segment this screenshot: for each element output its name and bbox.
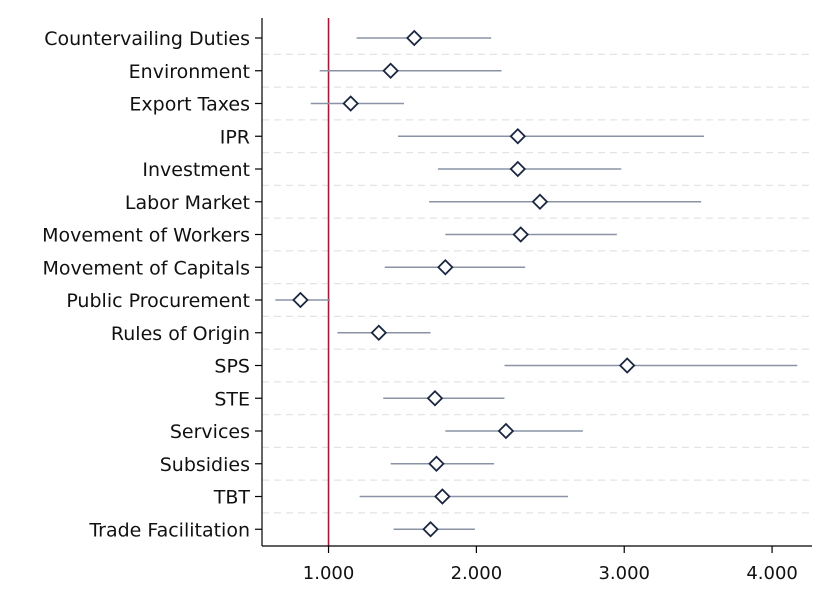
category-label: Environment — [129, 61, 250, 83]
category-label: Public Procurement — [66, 290, 250, 312]
estimate-marker — [406, 29, 423, 47]
grid-lines — [262, 53, 812, 514]
x-tick-label: 2.000 — [451, 563, 503, 584]
category-label: Labor Market — [125, 192, 250, 214]
estimate-marker — [434, 488, 451, 505]
estimate-marker — [531, 193, 549, 211]
category-label: Export Taxes — [129, 94, 250, 116]
point-estimates — [292, 29, 636, 538]
x-tick-label: 3.000 — [598, 563, 650, 584]
category-label: STE — [214, 388, 250, 410]
estimate-marker — [426, 389, 444, 407]
category-label: Movement of Workers — [42, 225, 250, 247]
category-label: Movement of Capitals — [42, 257, 250, 279]
confidence-intervals — [275, 37, 798, 531]
estimate-marker — [292, 291, 309, 309]
estimate-marker — [512, 226, 530, 243]
category-label: IPR — [220, 126, 250, 148]
estimate-marker — [428, 455, 445, 473]
x-tick-labels: 1.000 2.000 3.000 4.000 — [303, 563, 798, 584]
estimate-marker — [509, 127, 527, 145]
estimate-marker — [497, 422, 515, 440]
category-label: Subsidies — [160, 454, 250, 476]
estimate-marker — [509, 160, 527, 178]
category-label: SPS — [214, 356, 250, 378]
estimate-marker — [342, 95, 359, 112]
category-label: Rules of Origin — [111, 323, 250, 345]
y-axis-ticks — [255, 37, 262, 530]
x-axis-ticks — [327, 546, 773, 553]
x-tick-label: 4.000 — [746, 563, 798, 584]
category-label: Investment — [142, 159, 250, 181]
estimate-marker — [370, 324, 388, 342]
category-label: Trade Facilitation — [88, 519, 250, 541]
category-labels: Countervailing Duties Environment Export T… — [42, 28, 250, 541]
category-label: Services — [170, 421, 250, 443]
category-label: Countervailing Duties — [44, 28, 250, 50]
estimate-marker — [422, 520, 439, 538]
x-tick-label: 1.000 — [303, 563, 355, 584]
estimate-marker — [382, 62, 399, 80]
estimate-marker — [618, 357, 636, 374]
estimate-marker — [437, 258, 454, 276]
category-label: TBT — [213, 487, 251, 509]
